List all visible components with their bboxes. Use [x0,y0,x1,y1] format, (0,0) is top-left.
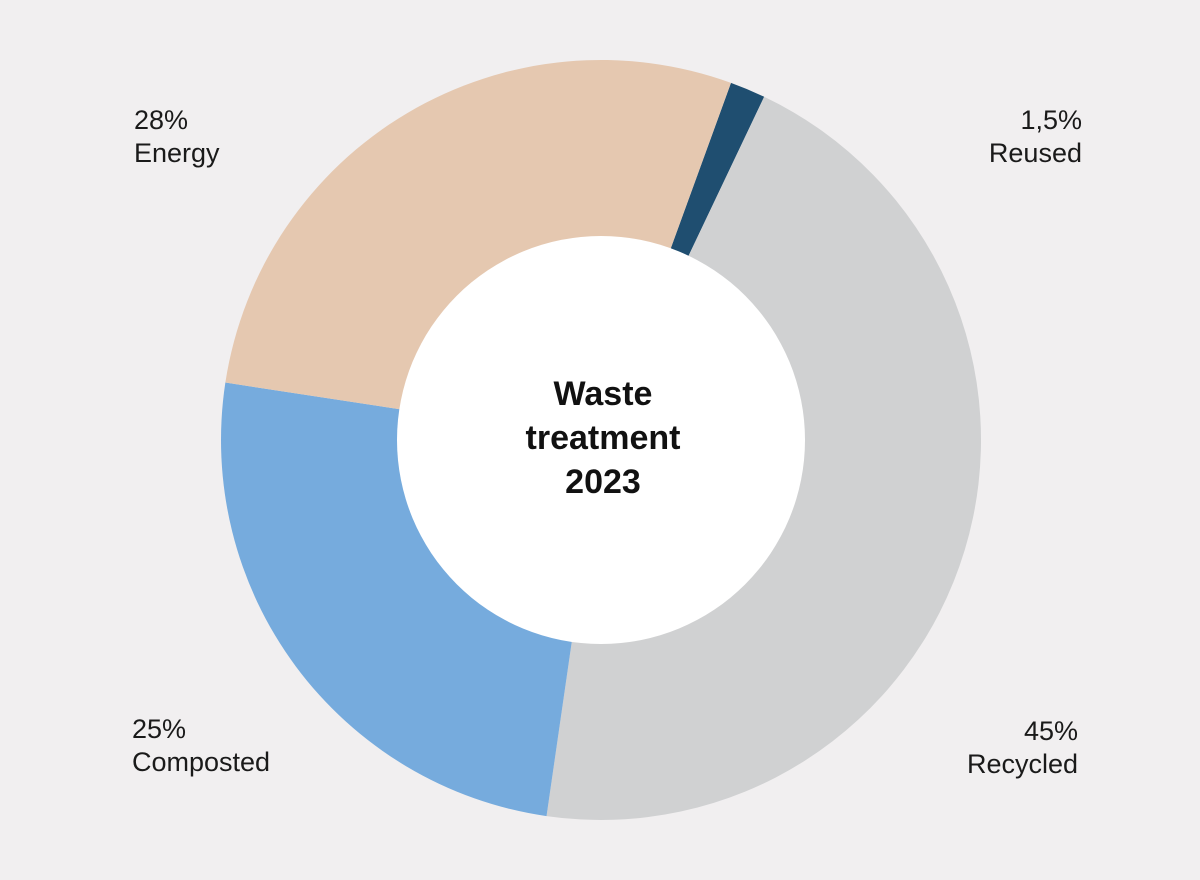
segment-label-recycled: 45% Recycled [967,715,1078,781]
segment-value-composted: 25% [132,714,187,744]
segment-label-energy: 28% Energy [134,104,220,170]
segment-name-recycled: Recycled [966,749,1078,779]
segment-value-energy: 28% [134,105,189,135]
segment-label-reused: 1,5% Reused [989,104,1082,170]
chart-title-line-2: treatment [525,419,681,457]
segment-value-recycled: 45% [1023,716,1078,746]
segment-name-reused: Reused [988,138,1082,168]
segment-value-reused: 1,5% [1020,105,1082,135]
chart-title: Waste treatment 2023 [440,372,766,504]
chart-title-line-3: 2023 [565,463,641,501]
segment-name-composted: Composted [132,747,271,777]
chart-title-line-1: Waste [553,375,653,413]
segment-label-composted: 25% Composted [132,713,270,779]
segment-name-energy: Energy [134,138,220,168]
donut-center-hole [397,236,805,644]
